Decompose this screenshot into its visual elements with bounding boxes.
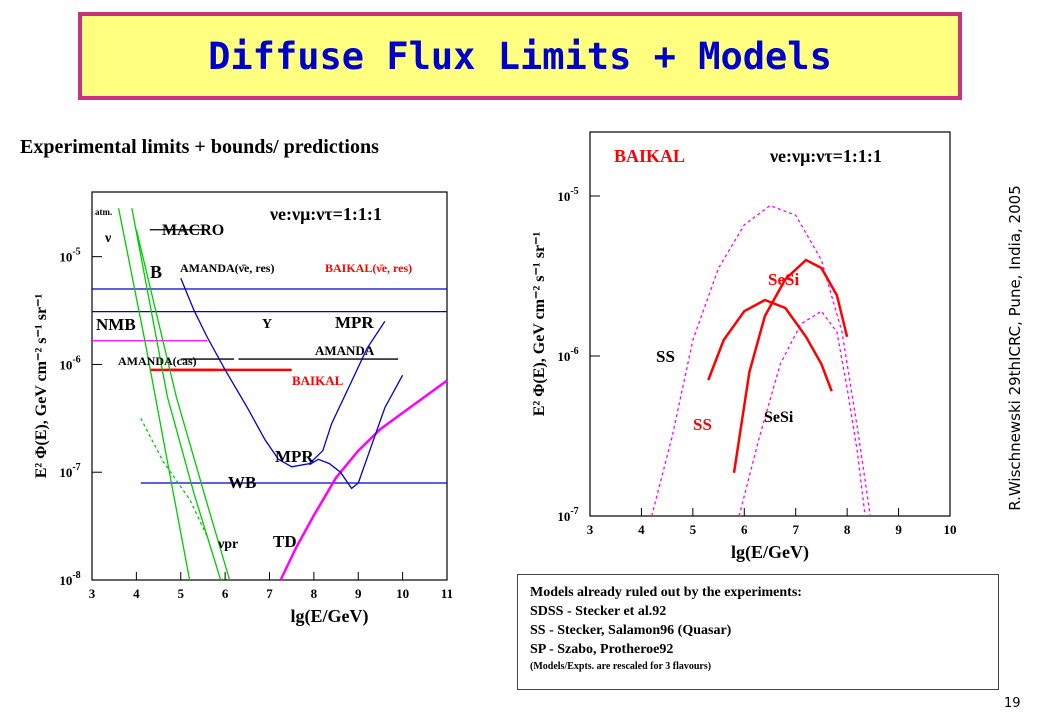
flavour-label: νe:νμ:ντ=1:1:1	[769, 146, 882, 166]
atm-label: atm.	[95, 207, 112, 217]
x-tick-label: 6	[741, 522, 748, 537]
plot-frame	[589, 131, 951, 517]
x-tick-label: 4	[638, 522, 645, 537]
series-line	[309, 374, 404, 490]
x-tick-label: 10	[944, 522, 957, 537]
series-line	[732, 258, 849, 473]
amanda-res-label: AMANDA(ν̄e, res)	[180, 261, 274, 275]
y-tick-label: 10-5	[557, 186, 578, 204]
note-line-1: SDSS - Stecker et al.92	[530, 604, 667, 619]
x-tick-label: 3	[89, 586, 96, 601]
series-line	[140, 418, 208, 538]
x-axis-label: lg(E/GeV)	[291, 606, 369, 627]
npr-label: νpr	[217, 537, 238, 552]
note-small: (Models/Expts. are rescaled for 3 flavou…	[530, 661, 712, 672]
note-line-2: SS - Stecker, Salamon96 (Quasar)	[530, 623, 732, 638]
x-tick-label: 8	[311, 586, 318, 601]
flavour-label: νe:νμ:ντ=1:1:1	[269, 204, 382, 224]
series-line	[117, 208, 191, 581]
x-axis-label: lg(E/GeV)	[731, 542, 809, 563]
amanda-label: AMANDA	[315, 343, 375, 358]
x-tick-label: 7	[792, 522, 799, 537]
x-tick-label: 10	[396, 586, 409, 601]
x-tick-label: 5	[690, 522, 697, 537]
b-label: B	[150, 262, 162, 282]
amanda-cas-label: AMANDA(cas)	[118, 354, 197, 368]
td-label: TD	[273, 532, 297, 551]
y-tick-label: 10-5	[59, 247, 80, 265]
mpr-top-label: MPR	[335, 313, 374, 332]
y-tick-label: 10-6	[59, 354, 80, 372]
x-tick-label: 9	[895, 522, 902, 537]
ss-red-label: SS	[693, 415, 712, 434]
ss-label: SS	[656, 347, 675, 366]
macro-label: MACRO	[162, 222, 224, 239]
page-number: 19	[1004, 696, 1021, 711]
x-tick-label: 9	[355, 586, 362, 601]
series-line	[131, 208, 222, 581]
note-line-3: SP - Szabo, Protheroe92	[530, 642, 674, 657]
y-tick-label: 10-7	[557, 506, 578, 524]
series-line	[135, 229, 231, 581]
baikal-label: BAIKAL	[292, 373, 344, 388]
series-line	[279, 379, 448, 581]
series-line	[651, 204, 871, 517]
slide-subtitle: Experimental limits + bounds/ prediction…	[20, 136, 379, 158]
x-tick-label: 7	[266, 586, 273, 601]
y-axis-label: E² Φ(E), GeV cm⁻² s⁻¹ sr⁻¹	[33, 294, 50, 479]
series-line	[707, 298, 833, 392]
author-text: R.Wischnewski 29thICRC, Pune, India, 200…	[1006, 184, 1024, 511]
y-tick-label: 10-7	[59, 462, 80, 480]
series-line	[180, 277, 386, 468]
y-axis-label: E² Φ(E), GeV cm⁻² s⁻¹ sr⁻¹	[531, 232, 548, 417]
nu-label: ν	[104, 231, 112, 246]
mpr-label: MPR	[275, 447, 314, 466]
models-note-box: Models already ruled out by the experime…	[517, 574, 999, 690]
nmb-label: NMB	[96, 315, 136, 334]
x-tick-label: 8	[844, 522, 851, 537]
sesi-label: SeSi	[764, 409, 794, 426]
y-tick-label: 10-6	[557, 346, 578, 364]
x-tick-label: 11	[441, 586, 453, 601]
baikal-res-label: BAIKAL(ν̄e, res)	[325, 261, 412, 275]
x-tick-label: 5	[178, 586, 185, 601]
author-credit: R.Wischnewski 29thICRC, Pune, India, 200…	[1000, 120, 1030, 575]
sesi-red-label: SeSi	[768, 270, 799, 289]
x-tick-label: 4	[133, 586, 140, 601]
slide-title: Diffuse Flux Limits + Models	[78, 12, 962, 100]
x-tick-label: 3	[587, 522, 594, 537]
baikal-label: BAIKAL	[614, 146, 685, 166]
y-tick-label: 10-8	[59, 570, 80, 588]
x-tick-label: 6	[222, 586, 229, 601]
note-line-0: Models already ruled out by the experime…	[530, 585, 802, 600]
wb-label: WB	[228, 473, 256, 492]
y-label: Y	[262, 317, 272, 332]
